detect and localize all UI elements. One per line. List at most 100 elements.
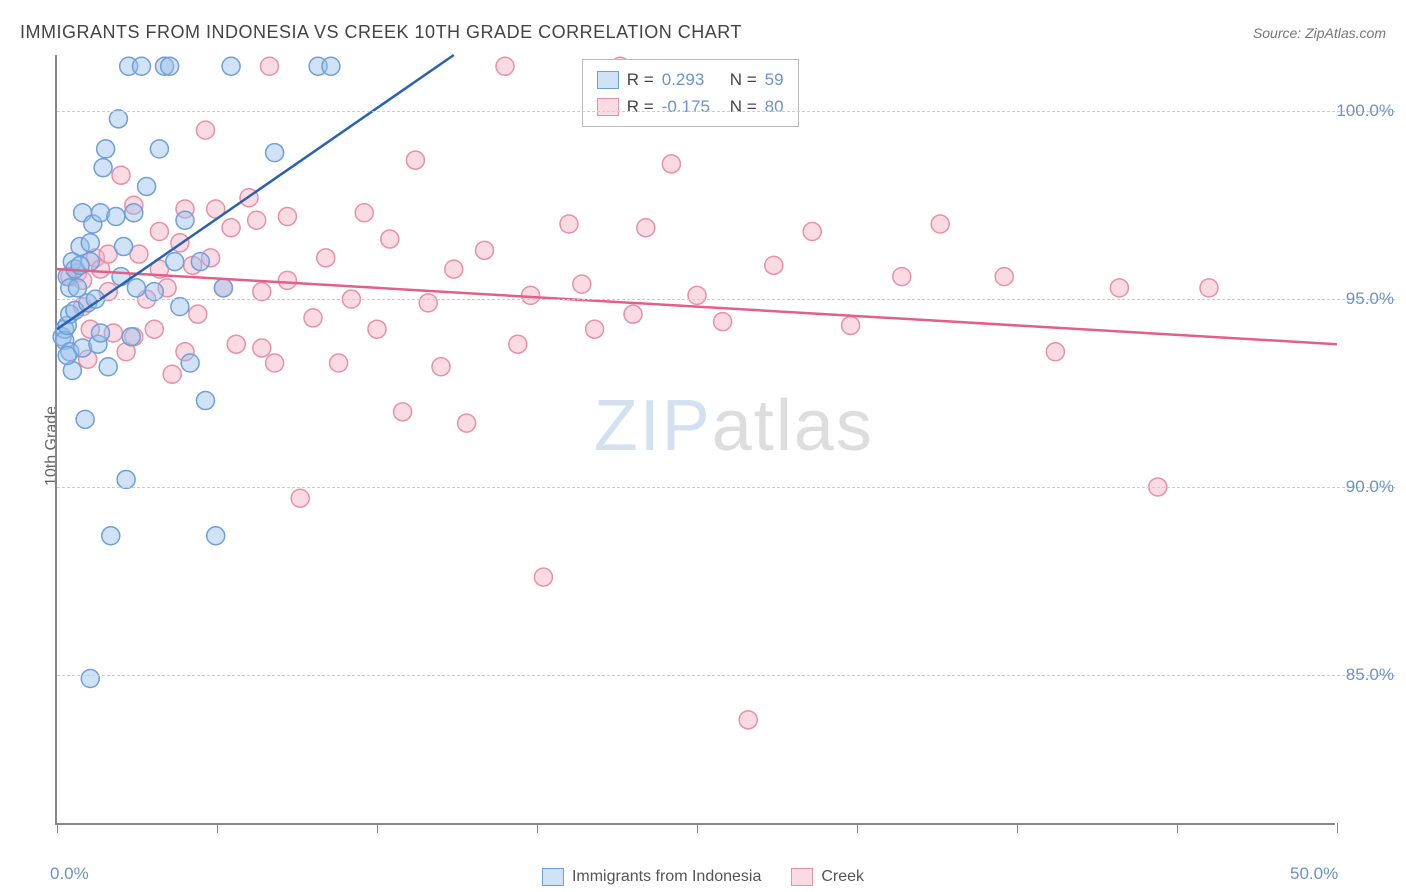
- y-tick-label: 85.0%: [1346, 665, 1394, 685]
- legend-bottom: Immigrants from Indonesia Creek: [542, 868, 864, 886]
- scatter-point: [445, 260, 463, 278]
- x-tick: [857, 823, 858, 833]
- scatter-point: [222, 219, 240, 237]
- x-tick: [697, 823, 698, 833]
- y-tick-label: 90.0%: [1346, 477, 1394, 497]
- scatter-point: [189, 305, 207, 323]
- scatter-point: [394, 403, 412, 421]
- scatter-point: [125, 204, 143, 222]
- x-tick: [1177, 823, 1178, 833]
- scatter-point: [214, 279, 232, 297]
- x-tick: [1017, 823, 1018, 833]
- scatter-point: [191, 253, 209, 271]
- scatter-point: [355, 204, 373, 222]
- scatter-point: [145, 320, 163, 338]
- x-tick: [217, 823, 218, 833]
- y-tick-label: 95.0%: [1346, 289, 1394, 309]
- scatter-point: [458, 414, 476, 432]
- legend-n-value: 80: [765, 93, 784, 120]
- legend-r-label: R =: [627, 93, 654, 120]
- scatter-point: [248, 211, 266, 229]
- scatter-point: [496, 57, 514, 75]
- scatter-point: [76, 410, 94, 428]
- scatter-point: [58, 346, 76, 364]
- scatter-point: [266, 354, 284, 372]
- scatter-point: [81, 670, 99, 688]
- scatter-point: [476, 241, 494, 259]
- scatter-point: [92, 324, 110, 342]
- scatter-point: [406, 151, 424, 169]
- scatter-point: [171, 298, 189, 316]
- legend-swatch: [542, 868, 564, 886]
- legend-bottom-item: Immigrants from Indonesia: [542, 868, 761, 886]
- scatter-point: [893, 268, 911, 286]
- scatter-point: [109, 110, 127, 128]
- plot-svg: [57, 55, 1335, 823]
- scatter-point: [560, 215, 578, 233]
- scatter-point: [163, 365, 181, 383]
- y-tick-label: 100.0%: [1336, 101, 1394, 121]
- scatter-point: [278, 271, 296, 289]
- scatter-point: [995, 268, 1013, 286]
- scatter-point: [161, 57, 179, 75]
- trend-line: [57, 269, 1337, 344]
- scatter-point: [99, 358, 117, 376]
- legend-swatch: [597, 71, 619, 89]
- legend-swatch: [791, 868, 813, 886]
- x-tick: [1337, 823, 1338, 833]
- scatter-point: [765, 256, 783, 274]
- x-tick: [537, 823, 538, 833]
- scatter-point: [1200, 279, 1218, 297]
- scatter-point: [291, 489, 309, 507]
- scatter-point: [81, 234, 99, 252]
- scatter-point: [222, 57, 240, 75]
- scatter-point: [714, 313, 732, 331]
- scatter-point: [381, 230, 399, 248]
- scatter-point: [138, 177, 156, 195]
- scatter-point: [132, 57, 150, 75]
- legend-bottom-item: Creek: [791, 868, 864, 886]
- scatter-point: [624, 305, 642, 323]
- scatter-point: [166, 253, 184, 271]
- scatter-point: [102, 527, 120, 545]
- scatter-point: [122, 328, 140, 346]
- x-tick-label: 0.0%: [50, 864, 89, 884]
- scatter-point: [509, 335, 527, 353]
- scatter-point: [127, 279, 145, 297]
- scatter-point: [253, 339, 271, 357]
- scatter-point: [330, 354, 348, 372]
- scatter-plot: ZIPatlas R =0.293N =59R =-0.175N =80: [55, 55, 1335, 825]
- legend-series-name: Immigrants from Indonesia: [572, 868, 761, 886]
- x-tick-label: 50.0%: [1290, 864, 1338, 884]
- scatter-point: [304, 309, 322, 327]
- scatter-point: [662, 155, 680, 173]
- scatter-point: [94, 159, 112, 177]
- legend-r-value: -0.175: [662, 93, 722, 120]
- scatter-point: [112, 268, 130, 286]
- scatter-point: [931, 215, 949, 233]
- scatter-point: [317, 249, 335, 267]
- scatter-point: [150, 223, 168, 241]
- gridline: [57, 111, 1395, 112]
- legend-n-value: 59: [765, 66, 784, 93]
- scatter-point: [207, 527, 225, 545]
- scatter-point: [145, 283, 163, 301]
- legend-r-label: R =: [627, 66, 654, 93]
- gridline: [57, 299, 1395, 300]
- scatter-point: [368, 320, 386, 338]
- legend-row: R =-0.175N =80: [597, 93, 784, 120]
- chart-title: IMMIGRANTS FROM INDONESIA VS CREEK 10TH …: [20, 22, 742, 43]
- legend-swatch: [597, 98, 619, 116]
- scatter-point: [573, 275, 591, 293]
- scatter-point: [196, 392, 214, 410]
- scatter-point: [181, 354, 199, 372]
- gridline: [57, 675, 1395, 676]
- scatter-point: [842, 316, 860, 334]
- source-label: Source: ZipAtlas.com: [1253, 25, 1386, 41]
- scatter-point: [176, 211, 194, 229]
- scatter-point: [115, 238, 133, 256]
- scatter-point: [253, 283, 271, 301]
- legend-series-name: Creek: [821, 868, 864, 886]
- scatter-point: [97, 140, 115, 158]
- x-tick: [377, 823, 378, 833]
